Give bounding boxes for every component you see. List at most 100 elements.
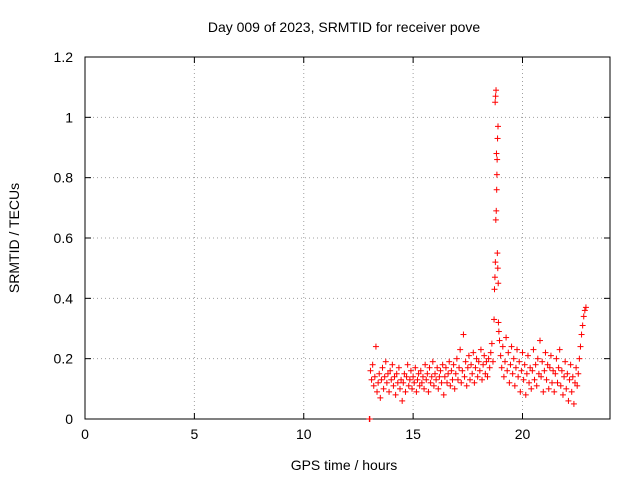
data-point	[507, 361, 514, 368]
data-point	[422, 361, 429, 368]
data-point	[482, 370, 489, 377]
plot-frame	[84, 56, 611, 420]
data-point	[499, 343, 506, 350]
data-point	[543, 376, 550, 383]
data-point	[474, 373, 481, 380]
data-point	[370, 382, 377, 389]
data-point	[538, 373, 545, 380]
data-point	[582, 304, 589, 311]
data-point	[492, 216, 499, 223]
data-point	[532, 361, 539, 368]
data-point	[421, 385, 428, 392]
data-point	[406, 376, 413, 383]
data-point	[368, 376, 375, 383]
data-point	[472, 364, 479, 371]
x-tick-label: 0	[81, 426, 89, 442]
data-point	[384, 370, 391, 377]
data-point	[467, 376, 473, 383]
data-point	[429, 358, 436, 365]
data-point	[413, 388, 420, 395]
data-point	[495, 328, 502, 335]
y-tick-label: 0.8	[54, 170, 74, 186]
data-point	[496, 337, 503, 344]
x-tick-labels: 0 5 10 15 20	[81, 426, 530, 442]
data-point	[480, 361, 487, 368]
data-point	[391, 373, 398, 380]
data-point	[567, 361, 574, 368]
data-point	[503, 334, 510, 341]
chart-title: Day 009 of 2023, SRMTID for receiver pov…	[208, 19, 481, 35]
y-tick-labels: 0 0.2 0.4 0.6 0.8 1 1.2	[54, 49, 74, 427]
data-point	[526, 379, 533, 386]
y-axis-label: SRMTID / TECUs	[6, 183, 22, 293]
data-point	[528, 385, 535, 392]
data-point	[461, 373, 468, 380]
data-point	[510, 355, 517, 362]
data-point	[469, 370, 476, 377]
data-point	[494, 250, 501, 257]
data-point	[564, 370, 571, 377]
data-point	[440, 391, 447, 398]
data-point	[535, 370, 542, 377]
data-point	[568, 388, 575, 395]
data-point	[476, 367, 483, 374]
data-point	[495, 123, 501, 130]
data-point	[539, 358, 546, 365]
data-point	[382, 358, 389, 365]
data-point	[488, 340, 495, 347]
x-tick-label: 15	[405, 426, 421, 442]
data-point	[573, 364, 580, 371]
data-point	[530, 346, 537, 353]
data-point	[556, 346, 563, 353]
data-point	[453, 355, 460, 362]
data-point	[566, 376, 573, 383]
data-point	[579, 322, 586, 329]
data-point	[572, 379, 578, 386]
data-point	[439, 361, 446, 368]
data-point	[419, 373, 426, 380]
data-point	[517, 388, 524, 395]
data-point	[378, 376, 385, 383]
data-point	[486, 364, 493, 371]
data-point	[578, 331, 585, 338]
data-point	[464, 364, 471, 371]
data-point	[377, 394, 384, 401]
data-point	[491, 274, 498, 281]
data-point	[580, 313, 587, 320]
data-point	[518, 367, 525, 374]
data-point	[395, 364, 402, 371]
x-tick-label: 20	[515, 426, 531, 442]
data-point	[537, 337, 543, 344]
data-point	[540, 388, 547, 395]
data-point	[416, 382, 423, 389]
data-point	[386, 388, 393, 395]
data-point	[494, 156, 501, 163]
data-point	[523, 370, 530, 377]
data-point	[417, 367, 424, 374]
data-point	[409, 385, 416, 392]
data-point	[450, 361, 457, 368]
data-point	[558, 367, 565, 374]
data-point	[451, 385, 458, 392]
data-points	[366, 87, 589, 422]
data-point	[470, 349, 477, 356]
data-point	[551, 388, 558, 395]
data-point	[415, 370, 422, 377]
data-point	[493, 186, 500, 193]
data-point	[371, 373, 378, 380]
data-point	[430, 382, 437, 389]
data-point	[403, 373, 410, 380]
data-point	[550, 367, 557, 374]
x-axis-label: GPS time / hours	[291, 457, 398, 473]
x-tick-label: 5	[190, 426, 198, 442]
data-point	[492, 99, 499, 106]
data-point	[398, 376, 405, 383]
data-point	[412, 364, 419, 371]
data-point	[581, 307, 588, 314]
data-point	[399, 397, 406, 404]
data-point	[487, 349, 494, 356]
data-point	[553, 355, 560, 362]
data-point	[389, 361, 396, 368]
data-point	[498, 364, 505, 371]
